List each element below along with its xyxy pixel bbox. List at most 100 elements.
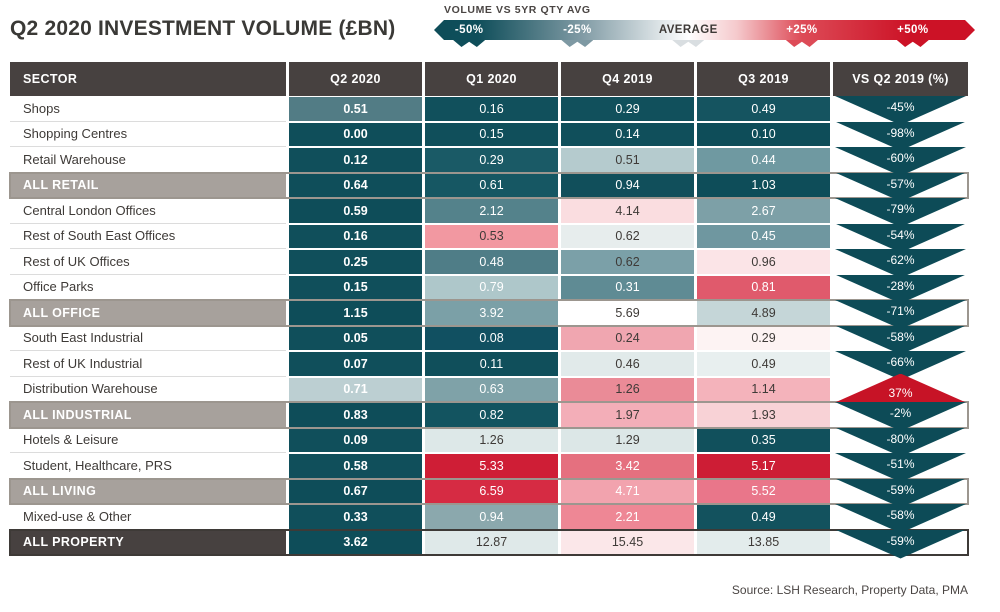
value-cell: 5.33 xyxy=(422,453,558,479)
column-header-sector: SECTOR xyxy=(10,62,286,96)
value-cell: 3.42 xyxy=(558,453,694,479)
sector-label: Rest of UK Industrial xyxy=(10,351,286,377)
change-cell: -80% xyxy=(830,427,968,457)
table-row: Retail Warehouse 0.12 0.29 0.51 0.44 -60% xyxy=(10,147,968,176)
change-label: -2% xyxy=(889,406,912,420)
sector-label: Mixed-use & Other xyxy=(10,504,286,530)
value-cell: 0.14 xyxy=(558,121,694,147)
value-cell: 0.49 xyxy=(694,351,830,377)
value-cell: 0.64 xyxy=(286,172,422,198)
sector-label: Rest of South East Offices xyxy=(10,223,286,249)
value-cell: 0.59 xyxy=(286,198,422,224)
table-row: Hotels & Leisure 0.09 1.26 1.29 0.35 -80% xyxy=(10,427,968,457)
value-cell: 0.12 xyxy=(286,147,422,173)
legend-tick-label: +25% xyxy=(786,24,818,36)
table-row: Rest of UK Offices 0.25 0.48 0.62 0.96 -62% xyxy=(10,249,968,278)
change-cell: -66% xyxy=(830,351,968,380)
value-cell: 0.10 xyxy=(694,121,830,147)
value-cell: 6.59 xyxy=(422,478,558,504)
legend-tick-label: AVERAGE xyxy=(658,24,718,36)
change-label: -54% xyxy=(886,227,915,242)
change-cell: -2% xyxy=(830,402,968,431)
legend-notch-icon xyxy=(672,40,705,47)
value-cell: 5.52 xyxy=(694,478,830,504)
value-cell: 5.17 xyxy=(694,453,830,479)
change-cell: -51% xyxy=(830,453,968,482)
change-cell: -79% xyxy=(830,198,968,227)
value-cell: 1.03 xyxy=(694,172,830,198)
value-cell: 0.48 xyxy=(422,249,558,275)
change-label: -98% xyxy=(886,125,915,140)
change-label: -57% xyxy=(886,176,915,191)
sector-label: Shopping Centres xyxy=(10,121,286,147)
change-label: -59% xyxy=(886,482,915,497)
value-cell: 0.67 xyxy=(286,478,422,504)
change-label: -66% xyxy=(886,355,915,369)
change-label: -62% xyxy=(886,253,915,267)
table-row: Office Parks 0.15 0.79 0.31 0.81 -28% xyxy=(10,274,968,304)
sector-label: ALL RETAIL xyxy=(10,172,286,198)
table-row: Student, Healthcare, PRS 0.58 5.33 3.42 5.17… xyxy=(10,453,968,482)
legend-bar-wrap: -50% -25% AVERAGE +25% +50% xyxy=(434,20,975,47)
value-cell: 3.92 xyxy=(422,300,558,326)
change-label: -80% xyxy=(886,431,915,446)
change-label: -51% xyxy=(886,457,915,471)
change-label: -58% xyxy=(886,508,915,522)
column-header-q1-2020: Q1 2020 xyxy=(422,62,558,96)
change-cell: -28% xyxy=(830,274,968,304)
table-row: ALL LIVING 0.67 6.59 4.71 5.52 -59% xyxy=(9,477,969,508)
table-row: ALL RETAIL 0.64 0.61 0.94 1.03 -57% xyxy=(9,171,969,202)
change-label: -58% xyxy=(886,329,915,344)
value-cell: 2.12 xyxy=(422,198,558,224)
value-cell: 1.93 xyxy=(694,402,830,428)
triangle-down-icon: -59% xyxy=(835,529,966,559)
table-row: Rest of UK Industrial 0.07 0.11 0.46 0.49 -66… xyxy=(10,351,968,380)
column-header-vs-q2-2019: VS Q2 2019 (%) xyxy=(830,62,968,96)
source-note: Source: LSH Research, Property Data, PMA xyxy=(731,583,968,597)
value-cell: 2.21 xyxy=(558,504,694,530)
table-row: Mixed-use & Other 0.33 0.94 2.21 0.49 -58% xyxy=(10,504,968,533)
value-cell: 0.29 xyxy=(558,96,694,122)
sector-label: Retail Warehouse xyxy=(10,147,286,173)
sector-label: ALL PROPERTY xyxy=(10,529,286,555)
table-row: ALL INDUSTRIAL 0.83 0.82 1.97 1.93 -2% xyxy=(9,401,969,431)
table-row: Shops 0.51 0.16 0.29 0.49 -45% xyxy=(10,96,968,125)
legend-notch-icon xyxy=(785,40,818,47)
legend-tick-label: -25% xyxy=(563,24,592,36)
value-cell: 13.85 xyxy=(694,529,830,555)
sector-label: Office Parks xyxy=(10,274,286,300)
color-scale-legend: VOLUME VS 5YR QTY AVG -50% -25% AVERAGE +25… xyxy=(434,4,975,47)
value-cell: 15.45 xyxy=(558,529,694,555)
value-cell: 0.05 xyxy=(286,325,422,351)
value-cell: 0.63 xyxy=(422,376,558,402)
value-cell: 0.15 xyxy=(286,274,422,300)
value-cell: 0.16 xyxy=(422,96,558,122)
table-row: ALL OFFICE 1.15 3.92 5.69 4.89 -71% xyxy=(9,299,969,329)
value-cell: 0.16 xyxy=(286,223,422,249)
value-cell: 0.96 xyxy=(694,249,830,275)
value-cell: 0.00 xyxy=(286,121,422,147)
column-header-q4-2019: Q4 2019 xyxy=(558,62,694,96)
sector-label: Hotels & Leisure xyxy=(10,427,286,453)
change-label: -60% xyxy=(886,151,915,165)
table-row: ALL PROPERTY 3.62 12.87 15.45 13.85 -59% xyxy=(9,528,969,559)
value-cell: 0.71 xyxy=(286,376,422,402)
value-cell: 4.71 xyxy=(558,478,694,504)
value-cell: 0.81 xyxy=(694,274,830,300)
value-cell: 1.26 xyxy=(422,427,558,453)
value-cell: 0.62 xyxy=(558,223,694,249)
value-cell: 0.51 xyxy=(558,147,694,173)
change-label: 37% xyxy=(888,385,913,400)
change-cell: 37% xyxy=(830,373,968,403)
change-cell: -60% xyxy=(830,147,968,176)
change-cell: -98% xyxy=(830,121,968,151)
value-cell: 1.97 xyxy=(558,402,694,428)
value-cell: 0.24 xyxy=(558,325,694,351)
sector-label: Shops xyxy=(10,96,286,122)
legend-tick-label: +50% xyxy=(897,24,929,36)
value-cell: 0.94 xyxy=(422,504,558,530)
value-cell: 5.69 xyxy=(558,300,694,326)
change-label: -28% xyxy=(886,278,915,293)
value-cell: 0.11 xyxy=(422,351,558,377)
page-title: Q2 2020 INVESTMENT VOLUME (£BN) xyxy=(10,17,396,40)
